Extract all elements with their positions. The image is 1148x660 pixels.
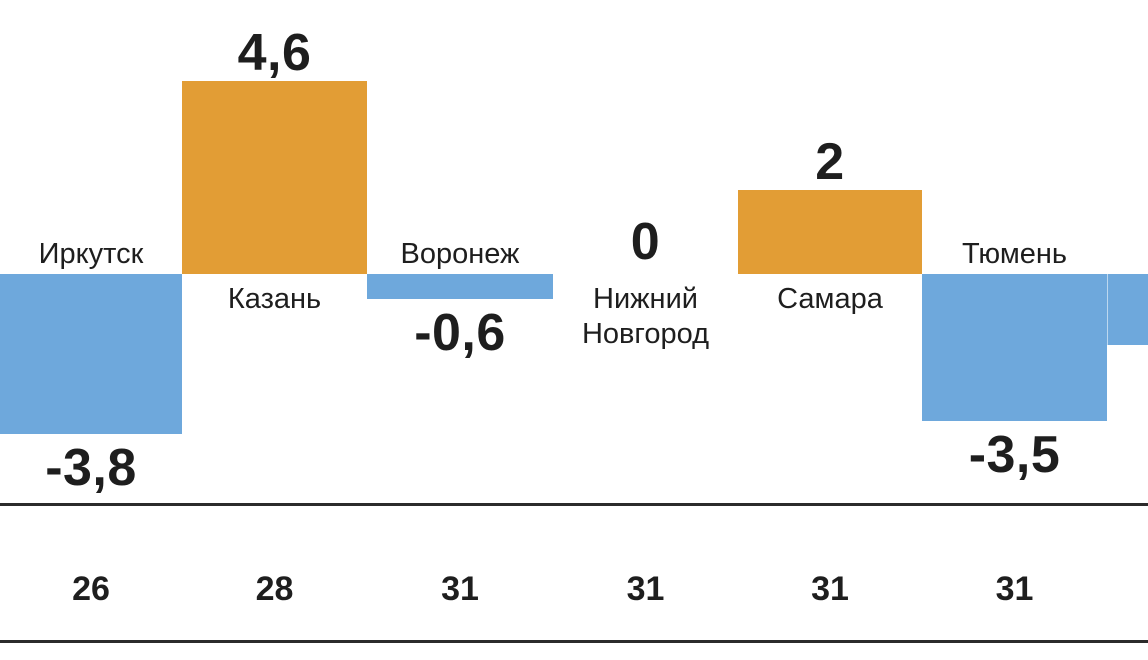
- city-label-kazan: Казань: [227, 283, 322, 315]
- bar-irkutsk: [0, 274, 182, 434]
- city-label-samara: Самара: [777, 283, 883, 315]
- value-label-nizhny-novgorod: 0: [630, 213, 661, 271]
- bar-kazan: [182, 81, 367, 274]
- footer-divider-bottom: [0, 640, 1148, 643]
- footer-value-0: 26: [72, 570, 110, 608]
- bar-tyumen: [922, 274, 1107, 421]
- footer-value-1: 28: [255, 570, 294, 608]
- city-label-nizhny-novgorod: Нижний Новгород: [581, 283, 710, 350]
- value-label-kazan: 4,6: [237, 24, 312, 82]
- city-label-tyumen: Тюмень: [961, 238, 1068, 270]
- footer-row: 26 28 31 31 31 31: [0, 506, 1107, 640]
- footer-value-4: 31: [811, 570, 849, 608]
- bar-offscreen-right: [1107, 274, 1148, 345]
- bar-samara: [738, 190, 922, 274]
- footer-divider-top: [0, 503, 1148, 506]
- city-label-voronezh: Воронеж: [400, 238, 520, 270]
- bar-voronezh: [367, 274, 553, 299]
- footer-value-2: 31: [441, 570, 479, 608]
- value-label-tyumen: -3,5: [968, 426, 1061, 484]
- footer-value-3: 31: [626, 570, 665, 608]
- value-label-samara: 2: [815, 133, 845, 191]
- value-label-voronezh: -0,6: [414, 304, 506, 362]
- city-label-irkutsk: Иркутск: [38, 238, 144, 270]
- footer-value-5: 31: [995, 570, 1034, 608]
- value-label-irkutsk: -3,8: [45, 439, 137, 497]
